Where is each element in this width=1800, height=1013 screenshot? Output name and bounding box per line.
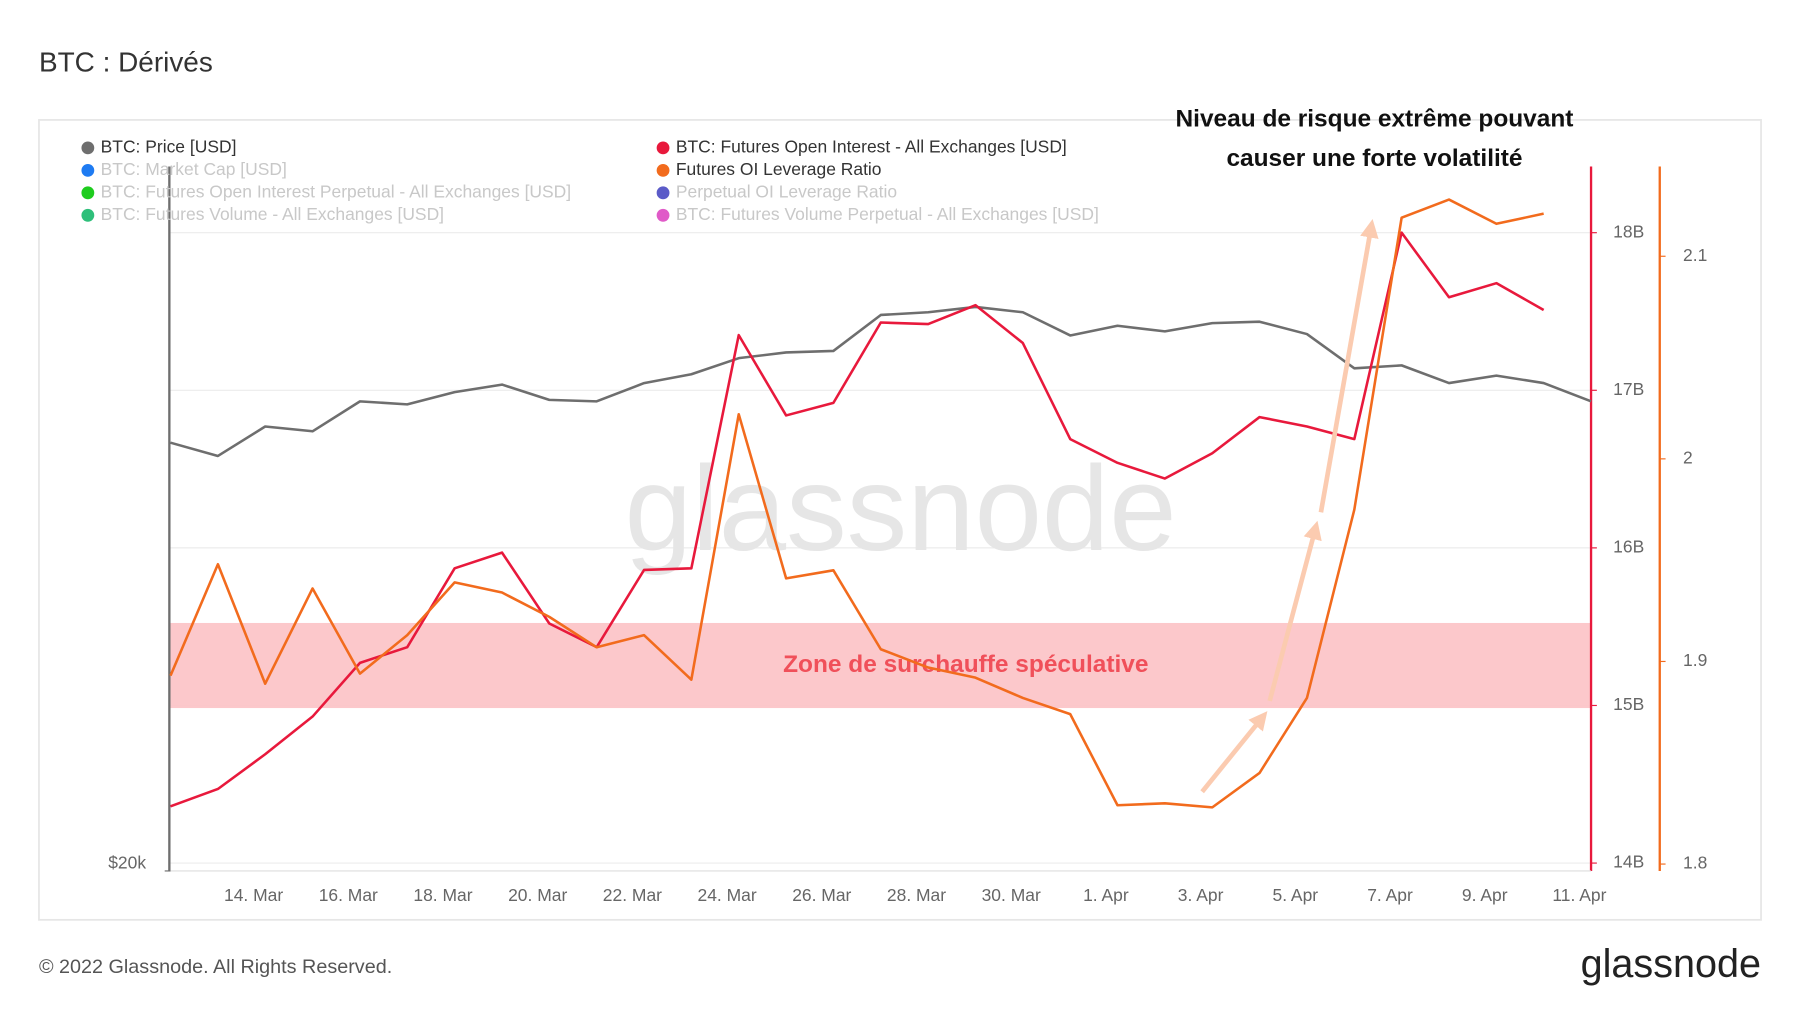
legend-label[interactable]: Perpetual OI Leverage Ratio (676, 181, 897, 201)
logo: glassnode (1581, 942, 1761, 986)
series-line (170, 305, 1592, 458)
y3-tick-label: 1.8 (1683, 853, 1707, 873)
x-tick-label: 24. Mar (698, 885, 757, 905)
y3-tick-label: 2 (1683, 447, 1693, 467)
chart-title: BTC : Dérivés (39, 46, 213, 77)
plot-area: 14B 15B 16B 17B 18B Zone de surchauffe spécul… (81, 136, 1707, 905)
x-tick-label: 14. Mar (224, 885, 283, 905)
legend-label[interactable]: BTC: Futures Open Interest - All Exchang… (676, 136, 1067, 156)
y2-tick-label: 18B (1613, 221, 1644, 241)
x-tick-label: 28. Mar (887, 885, 946, 905)
x-tick-label: 18. Mar (413, 885, 472, 905)
annotation: causer une forte volatilité (1226, 145, 1522, 172)
legend-label[interactable]: BTC: Market Cap [USD] (101, 159, 287, 179)
trend-arrows (1200, 219, 1379, 794)
legend-marker[interactable] (656, 186, 670, 200)
series-line (169, 198, 1544, 809)
y3-tick-label: 1.9 (1683, 650, 1707, 670)
legend-marker[interactable] (81, 163, 95, 177)
x-tick-label: 16. Mar (319, 885, 378, 905)
series-line (170, 231, 1545, 808)
footer: © 2022 Glassnode. All Rights Reserved. (39, 956, 392, 978)
arrow (1318, 219, 1379, 513)
legend-label[interactable]: BTC: Futures Open Interest Perpetual - A… (101, 181, 571, 201)
series-layer (169, 198, 1592, 809)
legend-label[interactable]: BTC: Price [USD] (101, 136, 237, 156)
x-tick-label: 22. Mar (603, 885, 662, 905)
legend-label[interactable]: BTC: Futures Volume Perpetual - All Exch… (676, 204, 1099, 224)
y-tick-label: $20k (108, 853, 146, 873)
y3-tick-label: 2.1 (1683, 245, 1707, 265)
x-tick-label: 5. Apr (1272, 885, 1318, 905)
legend-marker[interactable] (81, 141, 95, 155)
legend-label[interactable]: BTC: Futures Volume - All Exchanges [USD… (101, 204, 444, 224)
x-tick-label: 11. Apr (1552, 885, 1606, 905)
arrow (1200, 711, 1268, 794)
legend-label[interactable]: Futures OI Leverage Ratio (676, 159, 882, 179)
x-tick-label: 30. Mar (982, 885, 1041, 905)
legend-marker[interactable] (656, 141, 670, 155)
y2-tick-label: 16B (1613, 536, 1644, 556)
x-tick-label: 1. Apr (1083, 885, 1129, 905)
y2-tick-label: 17B (1613, 379, 1644, 399)
legend-marker[interactable] (656, 163, 670, 177)
arrow (1267, 520, 1322, 702)
x-tick-label: 20. Mar (508, 885, 567, 905)
annotation: Niveau de risque extrême pouvant (1176, 105, 1574, 132)
x-tick-label: 3. Apr (1178, 885, 1224, 905)
zone-label: Zone de surchauffe spéculative (783, 651, 1148, 678)
x-tick-label: 7. Apr (1367, 885, 1413, 905)
plot-frame (38, 119, 1762, 921)
zone-band (170, 622, 1592, 709)
legend-marker[interactable] (656, 208, 670, 222)
watermark: glassnode (625, 440, 1177, 576)
legend-marker[interactable] (81, 208, 95, 222)
x-tick-label: 26. Mar (792, 885, 851, 905)
x-tick-label: 9. Apr (1462, 885, 1508, 905)
y2-tick-label: 15B (1613, 694, 1644, 714)
y2-tick-label: 14B (1613, 852, 1644, 872)
legend-marker[interactable] (81, 186, 95, 200)
